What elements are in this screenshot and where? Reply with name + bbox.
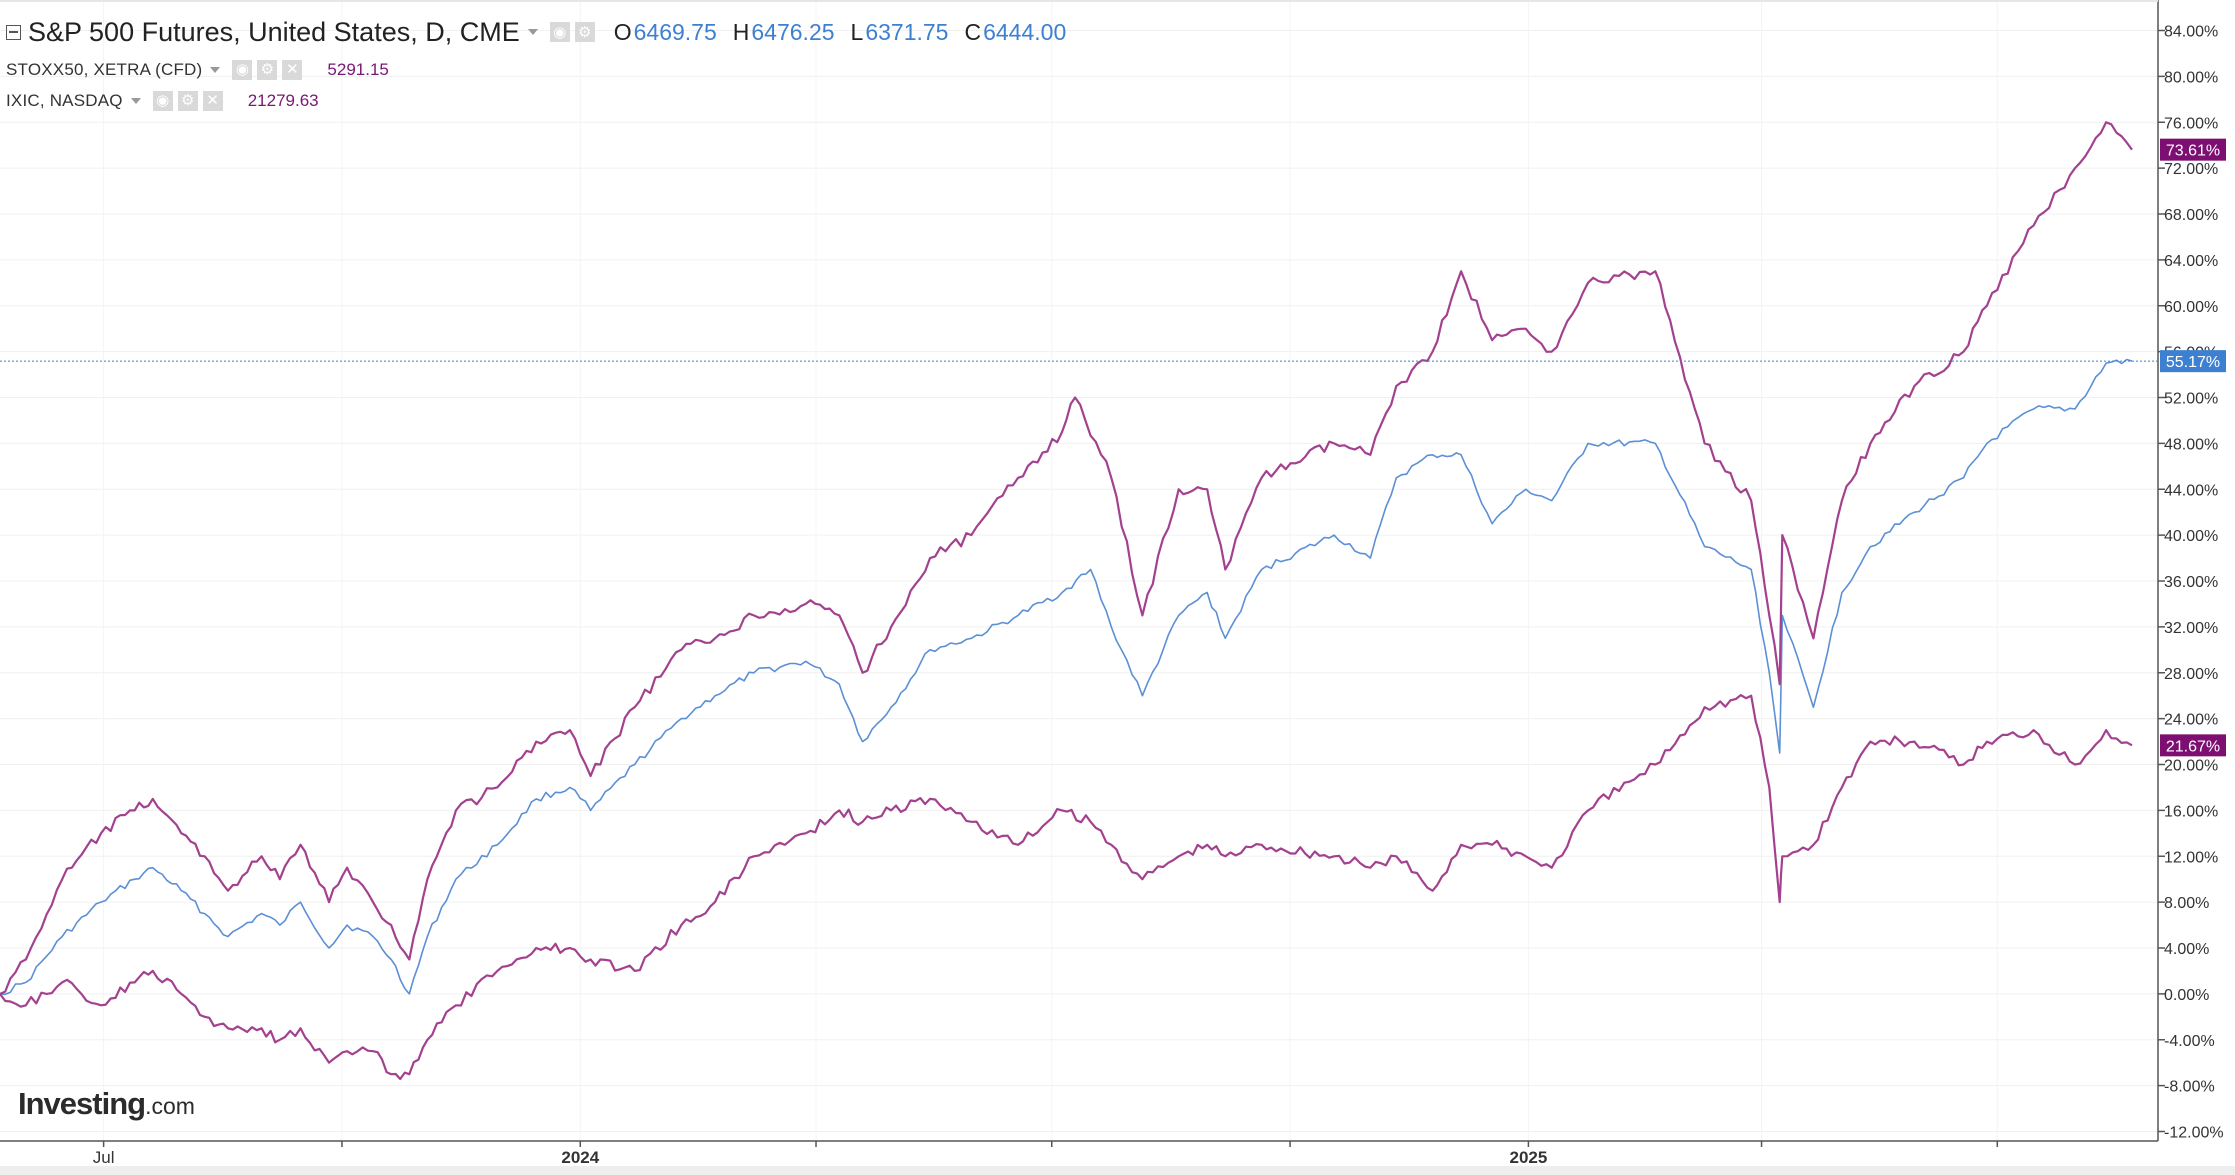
stoxx-end-label: 21.67%	[2166, 738, 2220, 755]
low-label: L	[850, 18, 864, 45]
bottom-strip	[0, 1166, 2235, 1175]
y-tick-label: 12.00%	[2164, 849, 2218, 866]
x-tick-label: 2024	[561, 1148, 599, 1167]
nasdaq-end-label: 73.61%	[2166, 143, 2220, 160]
close-icon[interactable]: ✕	[202, 90, 223, 111]
y-tick-label: 44.00%	[2164, 482, 2218, 499]
y-tick-label: 8.00%	[2164, 895, 2209, 912]
investing-logo: Investing.com	[18, 1086, 195, 1122]
high-value: 6476.25	[751, 18, 835, 45]
x-axis: Jul 2024 2025	[93, 1141, 1999, 1167]
sp500-end-badge	[2160, 350, 2226, 373]
legend: S&P 500 Futures, United States, D, CME ◉…	[6, 10, 1066, 116]
open-label: O	[613, 18, 632, 45]
dropdown-caret-icon[interactable]	[130, 97, 141, 104]
y-tick-label: -12.00%	[2164, 1125, 2224, 1142]
close-icon[interactable]: ✕	[282, 59, 303, 80]
x-tick-label: 2025	[1509, 1148, 1547, 1167]
logo-suffix: .com	[145, 1093, 195, 1119]
y-tick-label: 76.00%	[2164, 115, 2218, 132]
collapse-icon[interactable]	[6, 24, 21, 40]
y-tick-label: 72.00%	[2164, 161, 2218, 178]
gear-icon[interactable]: ⚙	[257, 59, 278, 80]
stoxx-value: 5291.15	[327, 59, 389, 79]
close-label: C	[964, 18, 982, 45]
open-value: 6469.75	[633, 18, 717, 45]
low-value: 6371.75	[865, 18, 949, 45]
y-tick-label: 4.00%	[2164, 941, 2209, 958]
legend-main-row: S&P 500 Futures, United States, D, CME ◉…	[6, 10, 1066, 54]
nasdaq-symbol-name[interactable]: IXIC, NASDAQ	[6, 90, 123, 110]
y-tick-label: 68.00%	[2164, 207, 2218, 224]
eye-icon[interactable]: ◉	[152, 90, 173, 111]
y-tick-label: 80.00%	[2164, 69, 2218, 86]
close-value: 6444.00	[983, 18, 1067, 45]
y-tick-label: 48.00%	[2164, 436, 2218, 453]
y-tick-label: 24.00%	[2164, 712, 2218, 729]
x-tick-label: Jul	[93, 1148, 115, 1167]
y-tick-label: -8.00%	[2164, 1079, 2215, 1096]
top-border	[0, 0, 2158, 2]
nasdaq-value: 21279.63	[247, 90, 319, 110]
logo-brand: Investing	[18, 1086, 146, 1121]
gear-icon[interactable]: ⚙	[574, 22, 595, 42]
main-symbol-name[interactable]: S&P 500 Futures, United States, D, CME	[28, 16, 520, 47]
ohlc-readout: O 6469.75 H 6476.25 L 6371.75 C 6444.00	[614, 19, 1067, 46]
grid	[0, 0, 2158, 1141]
stoxx-series-line	[0, 694, 2133, 1081]
legend-nasdaq-row: IXIC, NASDAQ ◉ ⚙ ✕ 21279.63	[6, 85, 1066, 116]
y-tick-label: 32.00%	[2164, 620, 2218, 637]
series-layer	[0, 121, 2133, 1081]
y-tick-label: 60.00%	[2164, 299, 2218, 316]
y-tick-label: 36.00%	[2164, 574, 2218, 591]
y-tick-label: 20.00%	[2164, 758, 2218, 775]
dropdown-caret-icon[interactable]	[210, 66, 221, 73]
dropdown-caret-icon[interactable]	[527, 29, 538, 35]
eye-icon[interactable]: ◉	[232, 59, 253, 80]
y-tick-label: 64.00%	[2164, 253, 2218, 270]
y-tick-label: 40.00%	[2164, 528, 2218, 545]
y-tick-label: 52.00%	[2164, 391, 2218, 408]
y-tick-label: -4.00%	[2164, 1033, 2215, 1050]
y-tick-label: 84.00%	[2164, 24, 2218, 41]
high-label: H	[732, 18, 750, 45]
legend-stoxx-row: STOXX50, XETRA (CFD) ◉ ⚙ ✕ 5291.15	[6, 54, 1066, 85]
stoxx-symbol-name[interactable]: STOXX50, XETRA (CFD)	[6, 59, 203, 79]
y-axis: 84.00% 80.00% 76.00% 72.00% 68.00% 64.00% 60.0…	[2158, 24, 2224, 1142]
y-tick-label: 16.00%	[2164, 803, 2218, 820]
nasdaq-end-badge	[2160, 138, 2226, 161]
end-badges: 55.17% 73.61% 21.67%	[2160, 138, 2226, 757]
y-tick-label: 28.00%	[2164, 666, 2218, 683]
sp500-series-line	[0, 358, 2133, 996]
stoxx-end-badge	[2160, 734, 2226, 757]
sp500-end-label: 55.17%	[2166, 354, 2220, 371]
eye-icon[interactable]: ◉	[549, 22, 570, 42]
nasdaq-series-line	[0, 121, 2133, 995]
y-tick-label: 0.00%	[2164, 987, 2209, 1004]
gear-icon[interactable]: ⚙	[177, 90, 198, 111]
